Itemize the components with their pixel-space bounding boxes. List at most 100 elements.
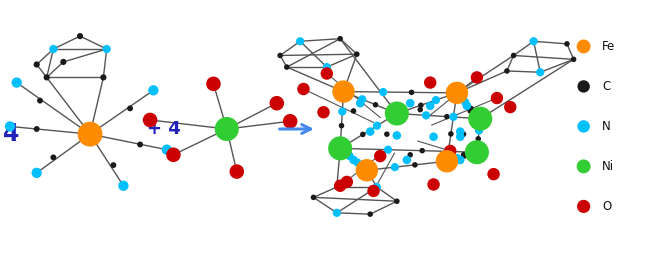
Point	[392, 133, 402, 138]
Point	[417, 149, 428, 153]
Point	[362, 168, 372, 172]
Point	[425, 80, 436, 85]
Point	[462, 104, 472, 108]
Point	[108, 163, 119, 167]
Point	[402, 158, 412, 162]
Point	[125, 106, 135, 110]
Point	[578, 204, 589, 208]
Point	[338, 90, 349, 94]
Point	[331, 211, 342, 215]
Text: O: O	[602, 200, 612, 213]
Text: C: C	[602, 80, 610, 93]
Point	[75, 34, 85, 38]
Point	[460, 154, 470, 158]
Point	[505, 105, 516, 109]
Point	[528, 39, 539, 43]
Point	[85, 132, 95, 136]
Point	[446, 132, 456, 136]
Point	[460, 100, 470, 104]
Text: + 4: + 4	[147, 120, 180, 138]
Point	[372, 185, 382, 189]
Point	[455, 158, 466, 162]
Point	[415, 108, 426, 112]
Point	[11, 80, 22, 85]
Point	[118, 184, 129, 188]
Point	[342, 180, 352, 184]
Point	[508, 53, 519, 58]
Point	[458, 132, 469, 136]
Point	[295, 39, 305, 43]
Point	[58, 60, 69, 64]
Point	[31, 127, 42, 131]
Point	[410, 163, 420, 167]
Point	[428, 135, 439, 139]
Point	[474, 128, 484, 133]
Point	[48, 47, 59, 51]
Point	[375, 154, 386, 158]
Text: Ni: Ni	[602, 160, 614, 173]
Point	[35, 99, 45, 103]
Point	[370, 103, 381, 107]
Point	[231, 170, 242, 174]
Point	[331, 211, 342, 215]
Point	[365, 212, 376, 216]
Point	[472, 75, 482, 79]
Point	[416, 103, 426, 107]
Point	[455, 135, 466, 139]
Point	[101, 47, 112, 51]
Point	[355, 101, 366, 105]
Point	[335, 146, 346, 150]
Point	[321, 65, 332, 69]
Point	[357, 97, 368, 101]
Point	[390, 165, 400, 169]
Point	[502, 69, 512, 73]
Point	[271, 101, 282, 105]
Point	[346, 155, 356, 159]
Point	[578, 124, 589, 128]
Point	[48, 155, 59, 159]
Point	[448, 115, 459, 119]
Point	[335, 37, 346, 41]
Point	[472, 150, 482, 154]
Point	[406, 90, 417, 94]
Point	[5, 124, 15, 128]
Point	[101, 47, 112, 51]
Point	[148, 88, 159, 92]
Point	[431, 98, 442, 102]
Point	[458, 153, 469, 157]
Point	[405, 153, 416, 157]
Point	[421, 113, 432, 117]
Point	[298, 87, 309, 91]
Point	[535, 70, 546, 74]
Point	[48, 47, 59, 51]
FancyArrowPatch shape	[279, 125, 311, 133]
Point	[31, 62, 42, 67]
Point	[442, 159, 452, 163]
Point	[382, 132, 392, 136]
Point	[383, 148, 394, 152]
Point	[465, 109, 476, 113]
Point	[568, 57, 579, 61]
Point	[275, 53, 285, 58]
Point	[344, 154, 355, 158]
Point	[335, 184, 346, 188]
Point	[321, 65, 332, 69]
Point	[336, 124, 347, 128]
Point	[445, 149, 456, 153]
Point	[98, 75, 109, 79]
Point	[285, 119, 295, 123]
Point	[145, 118, 155, 122]
Point	[492, 96, 502, 100]
Point	[535, 70, 546, 74]
Point	[578, 44, 589, 49]
Point	[405, 101, 416, 105]
Point	[352, 160, 363, 165]
Point	[378, 90, 388, 94]
Point	[168, 153, 179, 157]
Point	[337, 109, 348, 114]
Point	[455, 130, 466, 134]
Point	[392, 111, 402, 116]
Text: 4: 4	[3, 122, 20, 146]
Point	[372, 124, 382, 128]
Point	[428, 182, 439, 187]
